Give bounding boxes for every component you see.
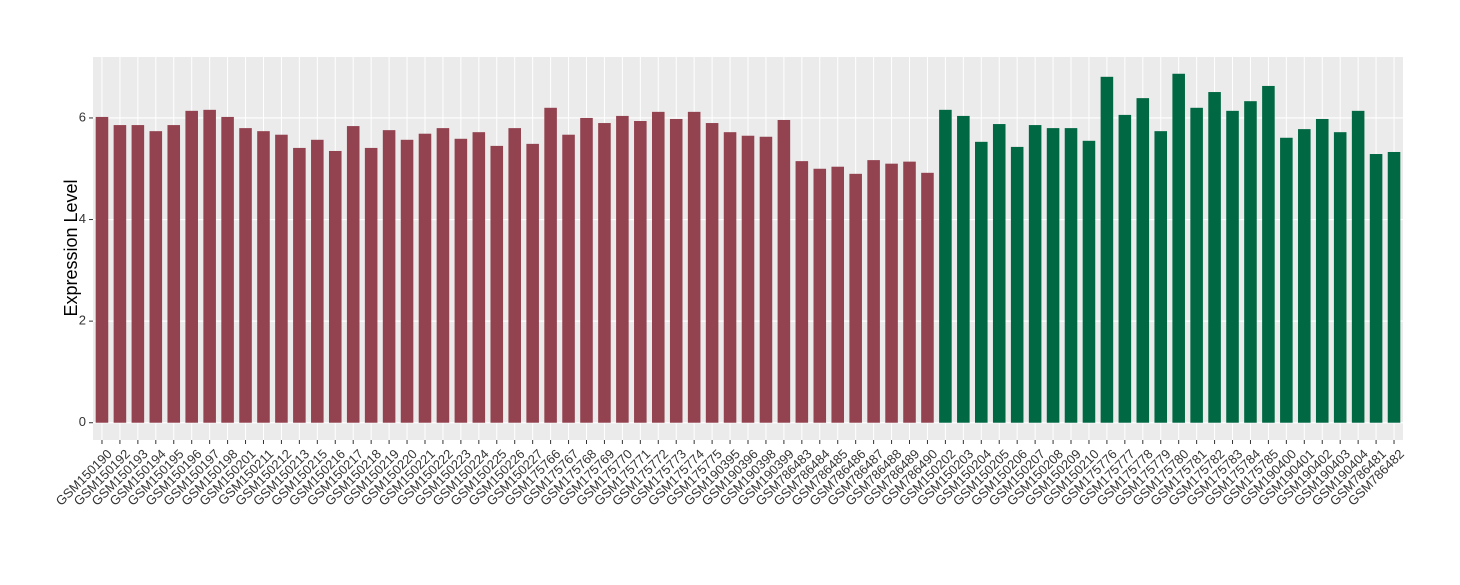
- bar: [346, 126, 360, 423]
- bar: [1333, 132, 1347, 423]
- bar: [1190, 107, 1203, 423]
- bar: [293, 147, 306, 423]
- bar: [1154, 131, 1168, 423]
- bar: [723, 132, 737, 423]
- bar: [1118, 114, 1132, 423]
- bar: [1315, 118, 1329, 423]
- bar: [418, 133, 432, 423]
- bar: [1369, 154, 1383, 423]
- bar: [1262, 85, 1275, 423]
- y-tick-label: 6: [79, 109, 86, 124]
- bar: [669, 118, 683, 423]
- bar: [95, 116, 109, 423]
- bar: [705, 123, 719, 423]
- bar: [221, 116, 234, 423]
- bar: [1298, 129, 1311, 423]
- bar: [257, 131, 270, 423]
- bar: [382, 130, 396, 423]
- bar: [1172, 73, 1185, 423]
- bar: [1046, 128, 1060, 423]
- bar: [203, 109, 216, 423]
- bar: [1226, 110, 1239, 423]
- bar: [149, 131, 163, 423]
- bar: [831, 166, 845, 423]
- bar: [849, 173, 862, 423]
- bar: [490, 145, 504, 423]
- bar: [400, 139, 414, 423]
- bar: [580, 117, 593, 423]
- bar: [544, 107, 557, 423]
- bar: [687, 111, 701, 423]
- bar: [1136, 98, 1150, 423]
- bar: [167, 125, 181, 423]
- bar: [795, 161, 809, 423]
- bar: [1010, 146, 1024, 423]
- bar: [364, 147, 378, 423]
- y-axis-label: Expression Level: [61, 179, 81, 316]
- bar: [275, 134, 288, 423]
- bar: [921, 172, 934, 423]
- bar: [1064, 128, 1078, 423]
- bar: [992, 124, 1006, 423]
- bar: [113, 125, 127, 423]
- bar: [903, 161, 916, 423]
- y-tick-label: 0: [79, 414, 86, 429]
- bar: [759, 136, 773, 423]
- bar: [939, 109, 952, 423]
- bar: [1100, 76, 1114, 423]
- bar: [454, 138, 468, 423]
- bar: [634, 121, 647, 423]
- y-tick-label: 4: [79, 211, 86, 226]
- bar: [472, 132, 486, 423]
- bar: [1387, 151, 1401, 423]
- bar: [1082, 140, 1096, 423]
- bar: [131, 125, 145, 423]
- bar: [436, 128, 450, 423]
- bar: [185, 110, 198, 423]
- bar: [957, 115, 970, 423]
- bar: [651, 111, 665, 423]
- bar: [1280, 137, 1293, 423]
- bar: [975, 141, 988, 423]
- bar: [885, 163, 898, 423]
- bar: [328, 150, 342, 423]
- bar: [1028, 125, 1042, 423]
- bar: [741, 135, 755, 423]
- y-tick-label: 2: [79, 313, 86, 328]
- bar: [777, 119, 791, 423]
- bar: [1351, 110, 1365, 423]
- bar: [311, 139, 324, 423]
- bar: [867, 160, 880, 423]
- bar: [526, 143, 539, 423]
- bar: [598, 123, 611, 423]
- bar: [616, 115, 629, 423]
- bar: [813, 168, 827, 423]
- bar: [1208, 92, 1221, 423]
- bar: [562, 134, 575, 423]
- bar: [508, 128, 521, 423]
- bar: [239, 128, 252, 423]
- bar: [1244, 101, 1257, 423]
